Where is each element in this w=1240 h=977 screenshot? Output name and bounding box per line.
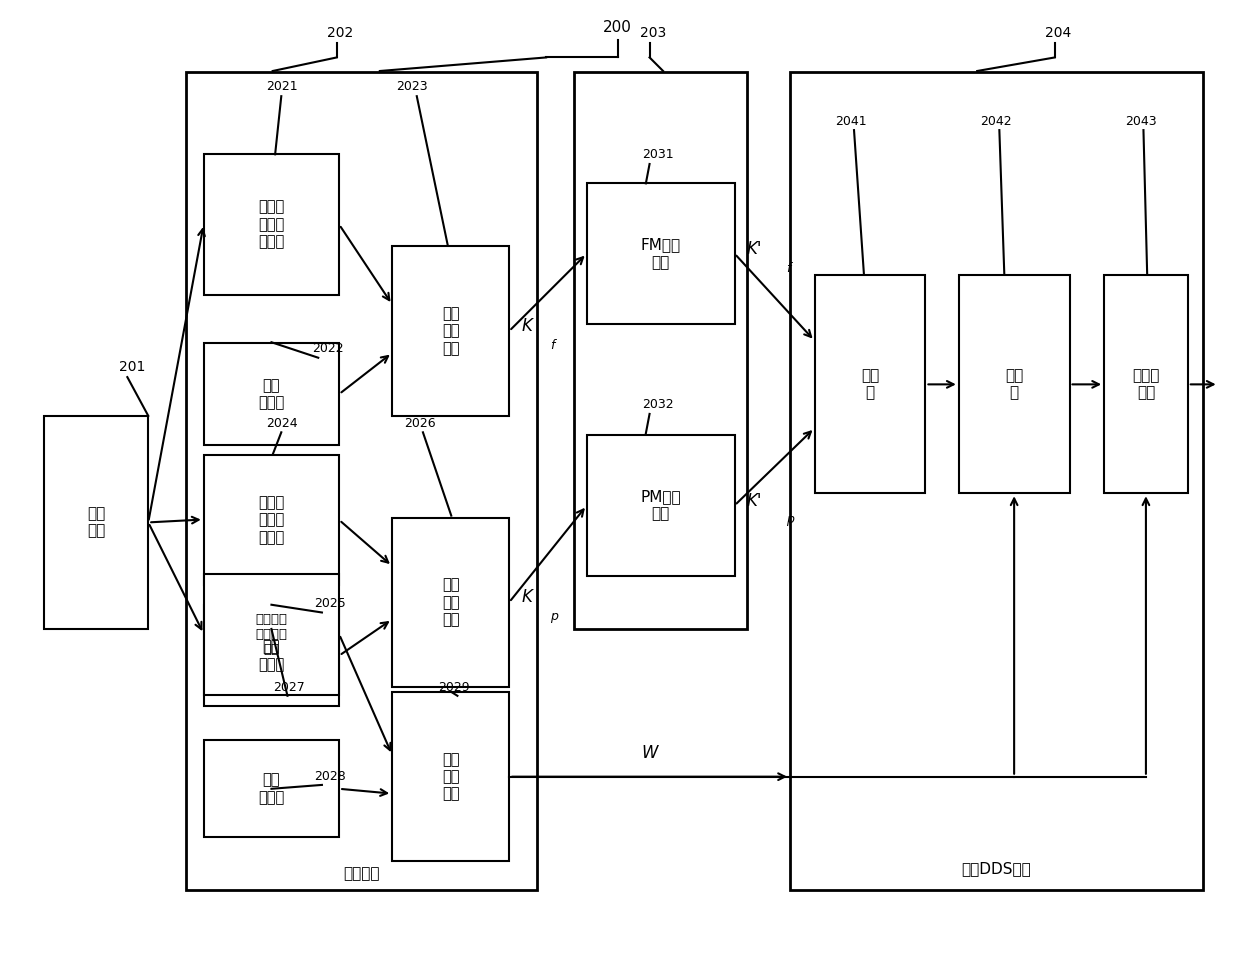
- Text: 第二
计时器: 第二 计时器: [258, 639, 284, 672]
- Text: 第三
控制
模块: 第三 控制 模块: [441, 751, 459, 801]
- Bar: [392, 692, 510, 862]
- Text: 加法
器: 加法 器: [1004, 368, 1023, 401]
- Text: 输入
模块: 输入 模块: [87, 506, 105, 538]
- Text: 载波DDS模块: 载波DDS模块: [961, 861, 1030, 875]
- Text: 频率控
制字队
列模块: 频率控 制字队 列模块: [258, 199, 284, 249]
- Text: f: f: [786, 262, 791, 275]
- Bar: [203, 454, 340, 585]
- Text: 2041: 2041: [836, 115, 867, 128]
- Text: 第一
控制
模块: 第一 控制 模块: [441, 306, 459, 356]
- Text: 200: 200: [603, 21, 632, 35]
- Text: f: f: [549, 339, 554, 352]
- Bar: [815, 276, 925, 493]
- Text: 2027: 2027: [273, 681, 304, 694]
- Text: 第一
计时器: 第一 计时器: [258, 378, 284, 410]
- Text: 2022: 2022: [312, 342, 343, 355]
- Text: 波表存
储器: 波表存 储器: [1132, 368, 1159, 401]
- Text: 波形存储
地址队列
模块: 波形存储 地址队列 模块: [255, 613, 288, 656]
- Bar: [203, 741, 340, 837]
- Text: 204: 204: [1045, 26, 1071, 40]
- Text: 2032: 2032: [642, 398, 673, 411]
- Bar: [587, 435, 734, 575]
- Text: 第二
控制
模块: 第二 控制 模块: [441, 577, 459, 627]
- Bar: [1104, 276, 1188, 493]
- Text: 2028: 2028: [315, 770, 346, 783]
- Bar: [203, 605, 340, 706]
- Text: p: p: [786, 514, 794, 527]
- Text: K': K': [746, 239, 763, 258]
- Bar: [203, 343, 340, 445]
- Bar: [392, 246, 510, 416]
- Text: 203: 203: [640, 26, 666, 40]
- Text: 2031: 2031: [642, 149, 673, 161]
- Text: W: W: [641, 744, 657, 762]
- Text: K: K: [522, 318, 532, 335]
- Text: 2024: 2024: [267, 417, 298, 431]
- Text: 累加
器: 累加 器: [861, 368, 879, 401]
- Text: 2026: 2026: [404, 417, 436, 431]
- Bar: [587, 184, 734, 323]
- Bar: [43, 416, 149, 629]
- Text: FM调制
模块: FM调制 模块: [641, 237, 681, 270]
- Text: p: p: [549, 611, 558, 623]
- Text: 第三
计时器: 第三 计时器: [258, 773, 284, 805]
- Text: 2043: 2043: [1125, 115, 1157, 128]
- Text: 2029: 2029: [438, 681, 469, 694]
- Text: 2025: 2025: [315, 597, 346, 610]
- Bar: [392, 518, 510, 687]
- Bar: [203, 154, 340, 295]
- Text: 202: 202: [327, 26, 353, 40]
- Bar: [203, 573, 340, 695]
- Text: 2021: 2021: [267, 80, 298, 93]
- Text: 队列模块: 队列模块: [343, 867, 379, 881]
- Bar: [186, 72, 537, 890]
- Text: PM调制
模块: PM调制 模块: [640, 489, 681, 522]
- Bar: [790, 72, 1203, 890]
- Bar: [574, 72, 746, 629]
- Text: 2042: 2042: [980, 115, 1012, 128]
- Text: 201: 201: [119, 361, 145, 374]
- Text: 相位控
制字队
列模块: 相位控 制字队 列模块: [258, 495, 284, 545]
- Text: K: K: [522, 588, 532, 607]
- Text: 2023: 2023: [396, 80, 428, 93]
- Bar: [959, 276, 1070, 493]
- Text: K': K': [746, 491, 763, 510]
